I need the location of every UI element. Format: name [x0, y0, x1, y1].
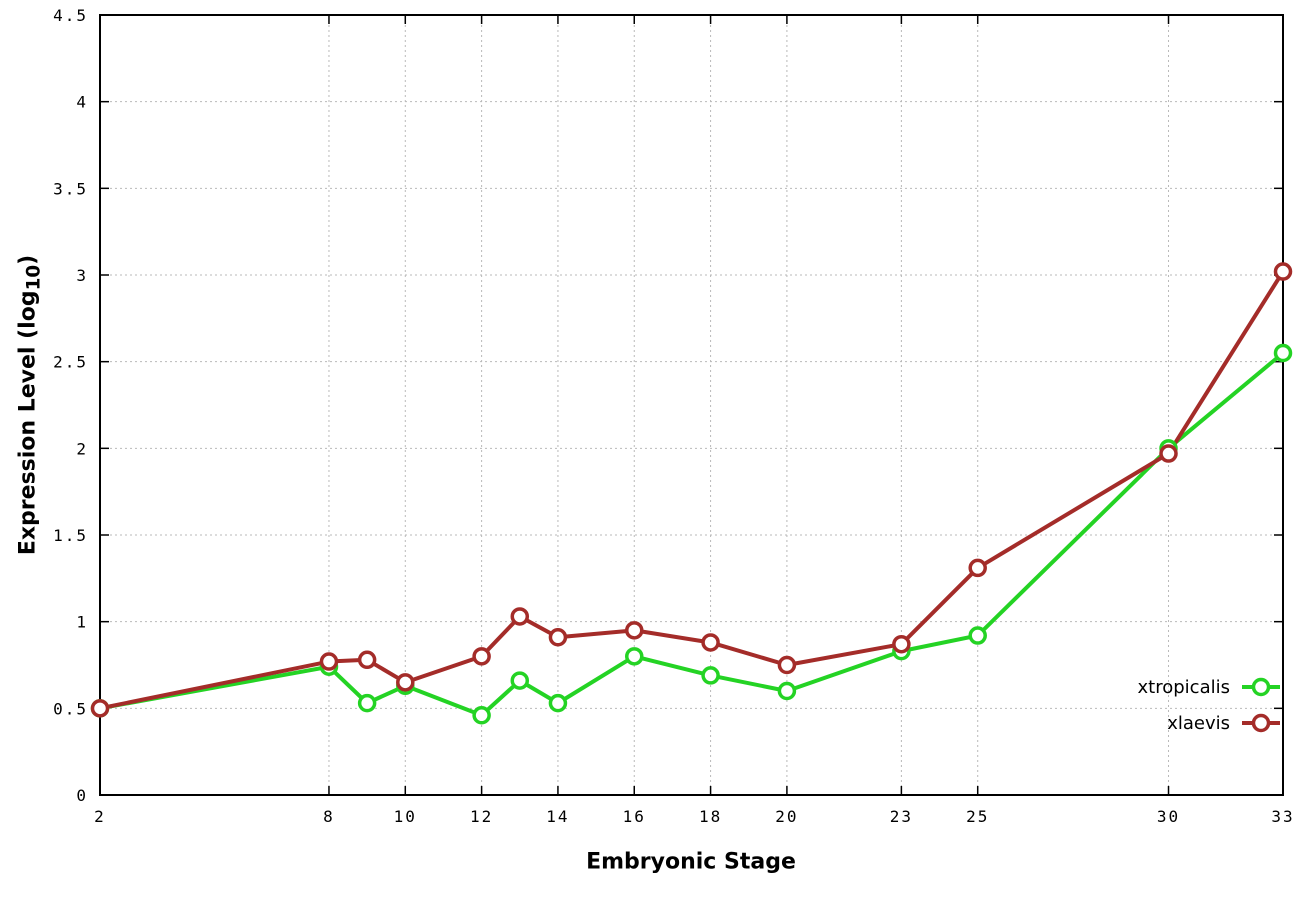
data-point-xlaevis: [396, 673, 415, 692]
legend-label-xtropicalis: xtropicalis: [1137, 676, 1230, 698]
x-tick-label: 33: [1271, 807, 1294, 826]
y-tick-label: 0.5: [53, 699, 88, 718]
data-point-xlaevis: [357, 650, 377, 670]
legend-item-xlaevis: xlaevis: [1138, 708, 1282, 738]
y-tick-label: 2.5: [53, 353, 88, 372]
data-point-xtropicalis: [357, 693, 377, 713]
plot-border: [99, 14, 1284, 796]
series-line-xtropicalis: [98, 351, 1285, 718]
data-point-xtropicalis: [777, 681, 797, 701]
data-point-xlaevis: [472, 647, 491, 666]
data-point-xlaevis: [1273, 262, 1293, 281]
data-point-xlaevis: [319, 652, 339, 671]
y-tick-label: 0: [76, 786, 88, 805]
x-axis-title: Embryonic Stage: [586, 849, 796, 875]
x-tick-label: 30: [1157, 807, 1180, 826]
data-point-xlaevis: [90, 699, 110, 718]
x-tick-label: 8: [323, 807, 335, 826]
x-tick-label: 12: [470, 807, 493, 826]
y-axis-title-suffix: ): [15, 254, 41, 265]
legend-marker-xtropicalis: [1242, 677, 1280, 697]
data-point-xlaevis: [548, 628, 568, 647]
x-tick-label: 18: [699, 807, 722, 826]
y-tick-label: 4.5: [53, 6, 88, 25]
data-point-xtropicalis: [472, 706, 491, 725]
x-tick-label: 2: [94, 807, 106, 826]
y-axis-title: Expression Level (log10): [15, 255, 44, 555]
data-point-xtropicalis: [701, 666, 720, 685]
y-tick-label: 3: [76, 266, 88, 285]
data-point-xtropicalis: [1273, 343, 1293, 363]
y-tick-label: 1: [76, 613, 88, 632]
y-axis-title-text: Expression Level (log: [15, 290, 41, 556]
legend-marker-xlaevis: [1242, 713, 1280, 733]
series-line-xlaevis: [98, 269, 1285, 711]
y-tick-label: 1.5: [53, 526, 88, 545]
data-point-xlaevis: [701, 633, 720, 652]
x-tick-label: 14: [546, 807, 569, 826]
legend: xtropicalis xlaevis: [1138, 672, 1282, 738]
y-tick-label: 3.5: [53, 179, 88, 198]
y-tick-label: 2: [76, 439, 88, 458]
data-point-xtropicalis: [510, 671, 530, 690]
legend-label-xlaevis: xlaevis: [1167, 712, 1230, 734]
x-tick-label: 16: [623, 807, 646, 826]
x-tick-label: 10: [394, 807, 417, 826]
data-point-xtropicalis: [968, 626, 987, 645]
x-tick-label: 20: [775, 807, 798, 826]
data-point-xlaevis: [1159, 444, 1178, 463]
legend-item-xtropicalis: xtropicalis: [1138, 672, 1282, 702]
data-point-xtropicalis: [548, 693, 568, 713]
x-tick-label: 25: [966, 807, 989, 826]
data-point-xtropicalis: [625, 647, 644, 666]
data-point-xlaevis: [968, 558, 987, 578]
x-tick-label: 23: [890, 807, 913, 826]
y-axis-title-subscript: 10: [23, 264, 45, 291]
data-point-xlaevis: [777, 655, 797, 675]
data-point-xlaevis: [510, 607, 530, 626]
y-tick-label: 4: [76, 93, 88, 112]
data-point-xlaevis: [892, 634, 911, 654]
data-point-xlaevis: [625, 621, 644, 640]
